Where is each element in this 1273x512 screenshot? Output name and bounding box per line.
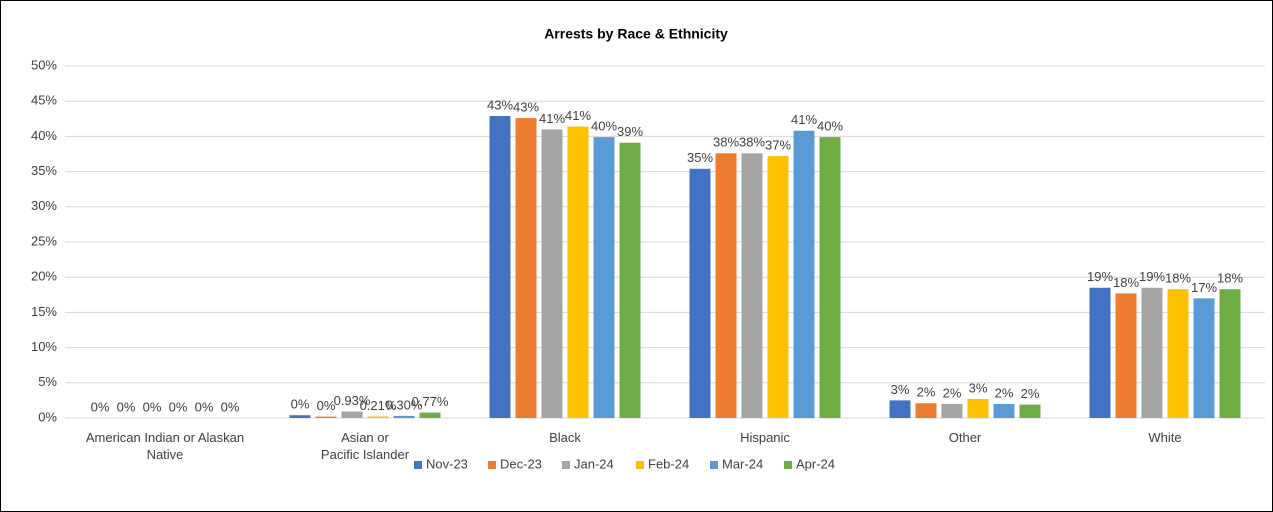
y-tick-label: 40% xyxy=(31,128,57,143)
data-label: 0.30% xyxy=(386,397,423,412)
y-tick-label: 35% xyxy=(31,163,57,178)
x-tick-label: Asian or Pacific Islander xyxy=(320,430,410,462)
bar xyxy=(1089,287,1111,418)
bar xyxy=(567,126,589,418)
bar xyxy=(619,142,641,418)
bar xyxy=(1219,289,1241,418)
data-label: 41% xyxy=(539,111,565,126)
chart-title: Arrests by Race & Ethnicity xyxy=(544,26,728,42)
x-tick-label: White xyxy=(1148,430,1182,445)
bar xyxy=(367,416,389,418)
data-label: 19% xyxy=(1139,269,1165,284)
legend-label: Apr-24 xyxy=(796,456,835,471)
legend-label: Jan-24 xyxy=(574,456,614,471)
legend-swatch xyxy=(636,461,644,469)
data-label: 0% xyxy=(317,398,336,413)
data-label: 37% xyxy=(765,138,791,153)
data-label: 0.21% xyxy=(360,398,397,413)
y-tick-label: 50% xyxy=(31,57,57,72)
data-label: 0% xyxy=(117,399,136,414)
data-label: 2% xyxy=(917,385,936,400)
data-label: 0% xyxy=(143,399,162,414)
y-tick-label: 5% xyxy=(38,374,57,389)
bar xyxy=(767,156,789,418)
bar xyxy=(593,137,615,418)
bar xyxy=(715,153,737,418)
legend-swatch xyxy=(710,461,718,469)
bar xyxy=(393,415,415,418)
y-tick-label: 25% xyxy=(31,233,57,248)
y-tick-label: 45% xyxy=(31,93,57,108)
legend-swatch xyxy=(488,461,496,469)
bar xyxy=(689,168,711,418)
data-label: 0% xyxy=(221,399,240,414)
y-tick-label: 0% xyxy=(38,409,57,424)
data-label: 0% xyxy=(291,397,310,412)
legend-swatch xyxy=(784,461,792,469)
data-label: 38% xyxy=(739,135,765,150)
bar xyxy=(915,403,937,418)
legend-swatch xyxy=(562,461,570,469)
data-label: 38% xyxy=(713,135,739,150)
data-label: 43% xyxy=(487,97,513,112)
data-label: 0% xyxy=(91,399,110,414)
data-label: 19% xyxy=(1087,269,1113,284)
bar xyxy=(419,412,441,418)
data-label: 0.93% xyxy=(334,393,371,408)
y-tick-label: 15% xyxy=(31,304,57,319)
bar xyxy=(541,129,563,419)
data-label: 35% xyxy=(687,150,713,165)
legend-swatch xyxy=(414,461,422,469)
bar xyxy=(889,400,911,418)
data-label: 0% xyxy=(195,399,214,414)
y-tick-label: 30% xyxy=(31,198,57,213)
bar xyxy=(819,137,841,418)
data-label: 0% xyxy=(169,399,188,414)
bar xyxy=(941,403,963,418)
data-label: 18% xyxy=(1165,271,1191,286)
x-tick-label: Hispanic xyxy=(740,430,790,445)
y-tick-label: 20% xyxy=(31,269,57,284)
bar xyxy=(315,416,337,418)
data-label: 41% xyxy=(791,112,817,127)
bar xyxy=(1115,293,1137,418)
data-label: 2% xyxy=(995,385,1014,400)
legend-label: Dec-23 xyxy=(500,456,542,471)
data-label: 39% xyxy=(617,124,643,139)
bar xyxy=(489,115,511,418)
bar xyxy=(967,398,989,418)
bar xyxy=(1019,404,1041,418)
data-label: 43% xyxy=(513,100,539,115)
data-label: 17% xyxy=(1191,280,1217,295)
legend-label: Feb-24 xyxy=(648,456,689,471)
data-label: 18% xyxy=(1217,271,1243,286)
bar xyxy=(1193,298,1215,418)
bar xyxy=(993,403,1015,418)
data-label: 3% xyxy=(891,382,910,397)
data-label: 0.77% xyxy=(412,394,449,409)
data-label: 2% xyxy=(1021,386,1040,401)
bar xyxy=(289,415,311,418)
bar xyxy=(341,411,363,418)
bar xyxy=(515,118,537,418)
x-tick-label: Black xyxy=(549,430,581,445)
data-label: 2% xyxy=(943,385,962,400)
legend-label: Mar-24 xyxy=(722,456,763,471)
x-tick-label: Other xyxy=(948,430,982,445)
data-label: 40% xyxy=(591,119,617,134)
legend-label: Nov-23 xyxy=(426,456,468,471)
data-label: 41% xyxy=(565,108,591,123)
y-tick-label: 10% xyxy=(31,339,57,354)
bar xyxy=(793,130,815,418)
bar xyxy=(1141,287,1163,418)
bar xyxy=(741,153,763,418)
data-label: 40% xyxy=(817,119,843,134)
bar xyxy=(1167,289,1189,418)
data-label: 3% xyxy=(969,380,988,395)
x-tick-label: American Indian or Alaskan Native xyxy=(85,430,245,462)
data-label: 18% xyxy=(1113,275,1139,290)
